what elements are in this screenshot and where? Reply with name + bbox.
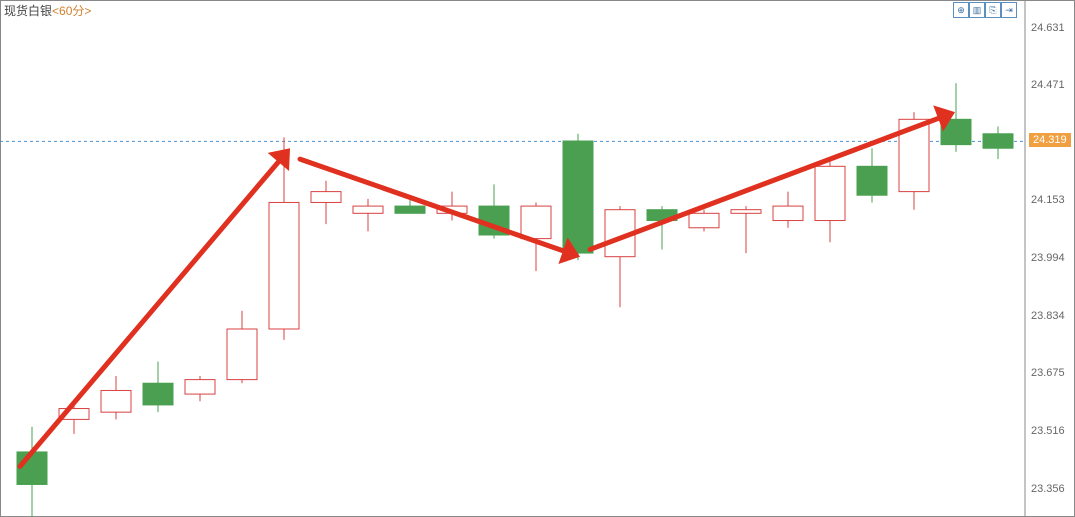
y-tick-label: 23.356 (1031, 483, 1065, 495)
y-tick-label: 24.631 (1031, 22, 1065, 34)
chart-toolbar: ⊕ ▥ ⎘ ⇥ (953, 2, 1017, 18)
tool-copy-icon[interactable]: ⎘ (985, 2, 1001, 18)
y-tick-label: 24.153 (1031, 194, 1065, 206)
y-tick-label: 23.834 (1031, 310, 1065, 322)
tool-export-icon[interactable]: ⇥ (1001, 2, 1017, 18)
y-tick-label: 23.516 (1031, 425, 1065, 437)
candlestick-chart[interactable] (0, 0, 1075, 517)
y-tick-label: 23.675 (1031, 367, 1065, 379)
tool-layout-icon[interactable]: ▥ (969, 2, 985, 18)
chart-title: 现货白银 (4, 4, 52, 18)
current-price-tag: 24.319 (1029, 133, 1071, 147)
tool-crosshair-icon[interactable]: ⊕ (953, 2, 969, 18)
chart-header: 现货白银<60分> (4, 2, 91, 19)
chart-timeframe: <60分> (52, 4, 91, 18)
y-tick-label: 24.471 (1031, 79, 1065, 91)
chart-root: 现货白银<60分> ⊕ ▥ ⎘ ⇥ 23.356 23.516 23.675 23.8… (0, 0, 1075, 517)
y-tick-label: 23.994 (1031, 252, 1065, 264)
